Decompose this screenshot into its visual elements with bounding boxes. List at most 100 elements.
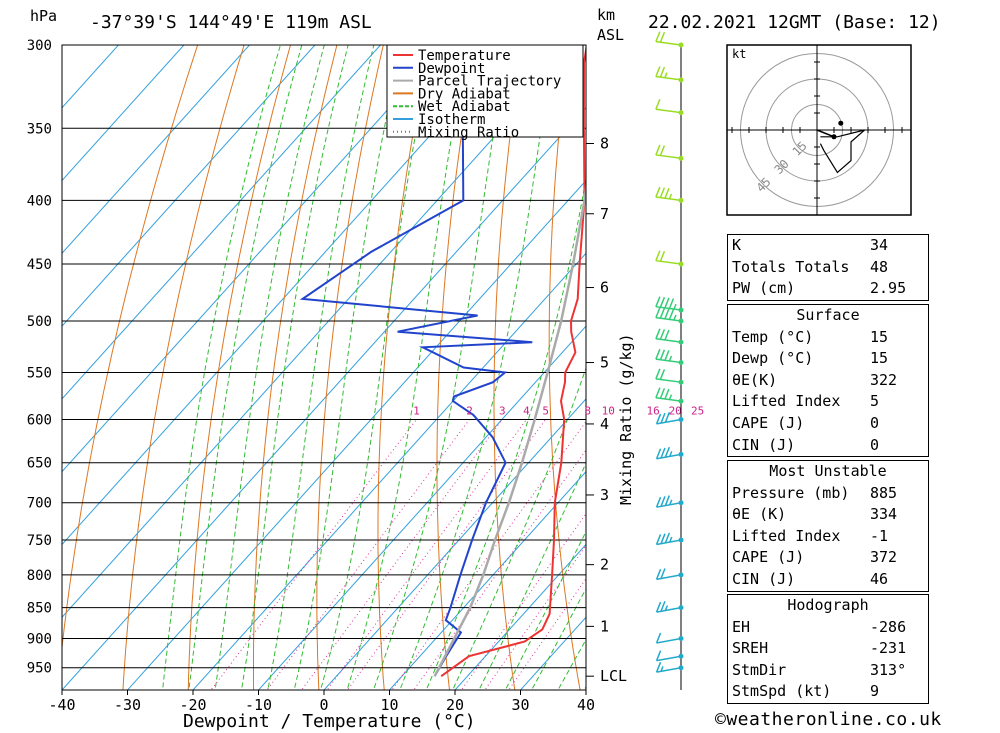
index-row: StmSpd (kt) 9 bbox=[728, 681, 928, 703]
dry-adiabat-line bbox=[377, 45, 431, 690]
x-tick-label: 40 bbox=[577, 696, 595, 714]
mixing-ratio-line bbox=[266, 419, 470, 690]
dewpoint-series bbox=[299, 45, 533, 677]
wind-barb-feather bbox=[655, 632, 662, 644]
wind-barb-feather bbox=[659, 31, 666, 43]
km-tick-label: 4 bbox=[600, 415, 609, 433]
wind-barb-feather bbox=[664, 329, 670, 341]
wind-barb-staff bbox=[656, 502, 682, 508]
date-title: 22.02.2021 12GMT (Base: 12) bbox=[648, 12, 941, 33]
km-tick-label: 6 bbox=[600, 279, 609, 297]
isotherm-line bbox=[62, 106, 586, 690]
wet-adiabat-line bbox=[161, 45, 281, 690]
wind-barb-staff bbox=[655, 305, 682, 311]
wind-barb-feather bbox=[668, 309, 675, 320]
hpa-label: hPa bbox=[30, 7, 57, 25]
wind-barb bbox=[655, 348, 684, 366]
wind-barb-feather bbox=[664, 308, 670, 320]
wind-barb bbox=[655, 328, 684, 345]
index-label: CIN (J) bbox=[732, 435, 796, 454]
pressure-tick-label: 500 bbox=[27, 314, 52, 330]
index-value: -231 bbox=[870, 639, 907, 658]
wind-barb-staff bbox=[655, 40, 682, 46]
pressure-tick-label: 950 bbox=[27, 661, 52, 677]
wind-barb bbox=[655, 98, 684, 116]
wind-barb-feather bbox=[655, 661, 662, 673]
index-label: Lifted Index bbox=[732, 526, 841, 545]
wind-barb-feather bbox=[655, 569, 662, 580]
wind-barb-feather bbox=[655, 368, 661, 380]
mixing-ratio-axis-title: Mixing Ratio (g/kg) bbox=[617, 333, 635, 505]
pressure-tick-label: 900 bbox=[27, 632, 52, 648]
km-tick-label: 1 bbox=[600, 617, 609, 635]
isotherm-line bbox=[257, 325, 586, 690]
legend-label: Isotherm bbox=[418, 112, 485, 128]
wind-barb-feather bbox=[655, 250, 661, 261]
wind-barb bbox=[655, 368, 684, 385]
index-label: Lifted Index bbox=[732, 392, 841, 411]
wind-barb-feather bbox=[655, 496, 662, 508]
index-label: SREH bbox=[732, 639, 769, 658]
pressure-tick-label: 450 bbox=[27, 257, 52, 273]
index-value: 372 bbox=[870, 548, 898, 567]
isotherm-line bbox=[62, 45, 251, 255]
index-row: EH -286 bbox=[728, 617, 928, 639]
wind-barb-staff bbox=[655, 259, 682, 265]
wet-adiabat-line bbox=[478, 461, 586, 690]
km-tick-label: 7 bbox=[600, 205, 609, 223]
wind-barb-staff bbox=[655, 358, 682, 364]
location-title: -37°39'S 144°49'E 119m ASL bbox=[90, 12, 372, 33]
wind-barb-staff bbox=[656, 574, 682, 581]
hodograph-title: Hodograph bbox=[787, 596, 869, 614]
pressure-tick-label: 650 bbox=[27, 456, 52, 472]
wind-barb-feather bbox=[660, 447, 666, 459]
legend-label: Parcel Trajectory bbox=[418, 74, 561, 90]
dry-adiabat-line bbox=[980, 0, 1000, 695]
index-row: Dewp (°C) 15 bbox=[728, 348, 928, 370]
wind-barb-staff bbox=[656, 539, 682, 546]
wind-barb-staff bbox=[655, 75, 682, 81]
mixing-ratio-label: 3 bbox=[499, 404, 506, 417]
wind-barb bbox=[655, 600, 684, 613]
wind-barb bbox=[655, 632, 684, 644]
wind-barb bbox=[655, 66, 684, 83]
wind-barb-staff bbox=[656, 453, 682, 460]
mixing-ratio-line bbox=[326, 419, 527, 690]
dry-adiabat-line bbox=[253, 45, 338, 690]
wet-adiabat-line bbox=[320, 45, 434, 690]
pressure-tick-label: 750 bbox=[27, 533, 52, 549]
legend-label: Dry Adiabat bbox=[418, 86, 511, 102]
dry-adiabat-line bbox=[548, 45, 581, 690]
wind-barb-feather bbox=[664, 605, 669, 611]
wet-adiabat-line bbox=[240, 45, 349, 690]
dry-adiabat-line bbox=[654, 0, 712, 695]
wind-barb-staff bbox=[655, 316, 682, 322]
wind-barb-feather bbox=[664, 446, 671, 458]
mixing-ratio-label: 2 bbox=[466, 404, 473, 417]
wind-barb bbox=[655, 307, 684, 324]
wet-adiabat-line bbox=[372, 45, 509, 690]
index-label: Pressure (mb) bbox=[732, 483, 850, 502]
index-row: Temp (°C) 15 bbox=[728, 327, 928, 349]
mixing-ratio-label: 16 bbox=[647, 404, 660, 417]
pressure-tick-label: 800 bbox=[27, 568, 52, 584]
wind-barb-feather bbox=[660, 496, 666, 507]
index-label: StmDir bbox=[732, 660, 787, 679]
wind-barb bbox=[655, 144, 684, 161]
pressure-tick-label: 350 bbox=[27, 121, 52, 137]
wind-barb-feather bbox=[659, 251, 666, 262]
wind-barb-feather bbox=[655, 348, 661, 360]
wet-adiabat-line bbox=[425, 175, 586, 690]
index-label: CIN (J) bbox=[732, 569, 796, 588]
wind-barb-feather bbox=[673, 303, 677, 310]
dry-adiabat-line bbox=[316, 45, 384, 690]
wind-barb-feather bbox=[655, 534, 662, 545]
wind-barb bbox=[655, 650, 684, 662]
wind-barb-feather bbox=[664, 412, 671, 423]
wind-barb-staff bbox=[656, 666, 682, 673]
hodograph-unit-label: kt bbox=[732, 47, 746, 61]
legend-label: Dewpoint bbox=[418, 61, 485, 77]
dry-adiabat-line bbox=[936, 0, 1000, 695]
index-value: 2.95 bbox=[870, 279, 907, 298]
